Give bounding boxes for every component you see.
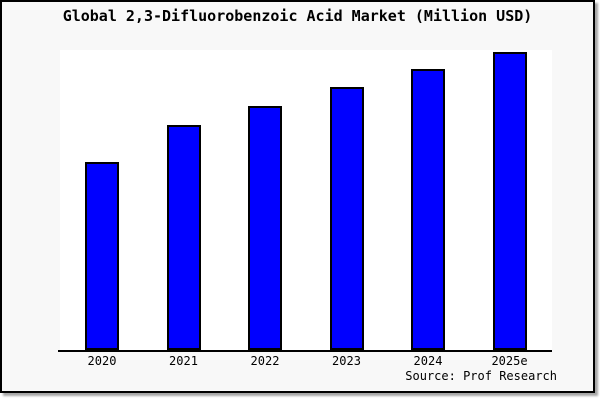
bar-2020 <box>85 162 119 350</box>
bar-2022 <box>248 106 282 350</box>
plot-area <box>60 50 552 350</box>
chart-frame: Global 2,3-Difluorobenzoic Acid Market (… <box>0 0 595 393</box>
x-tick-label-2024: 2024 <box>413 354 443 368</box>
x-tick-label-2023: 2023 <box>332 354 361 368</box>
x-tick-label-2025e: 2025e <box>491 354 528 368</box>
source-caption: Source: Prof Research <box>405 369 557 383</box>
bar-2024 <box>411 69 445 350</box>
x-axis-line <box>58 350 552 352</box>
x-tick-label-2021: 2021 <box>169 354 198 368</box>
bar-2021 <box>166 125 201 350</box>
x-tick-label-2020: 2020 <box>87 354 117 368</box>
bar-2025e <box>492 52 527 350</box>
x-tick-label-2022: 2022 <box>250 354 280 368</box>
chart-title: Global 2,3-Difluorobenzoic Acid Market (… <box>62 7 533 25</box>
bar-2023 <box>329 87 364 350</box>
